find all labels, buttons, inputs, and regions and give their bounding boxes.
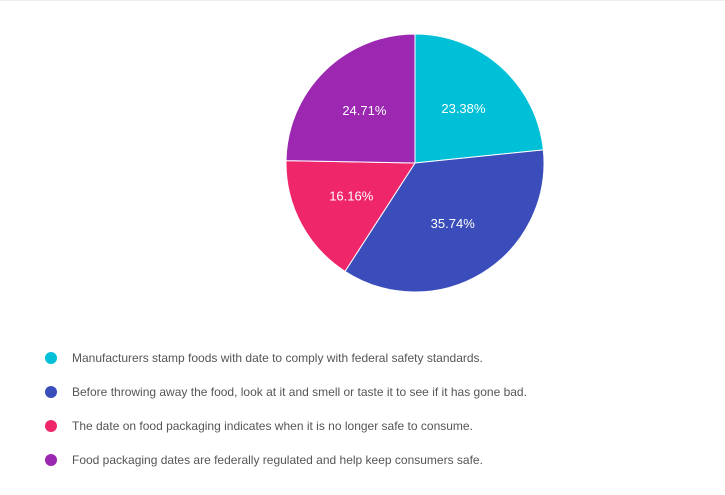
legend-item-4[interactable]: Food packaging dates are federally regul… xyxy=(45,443,527,477)
pie-slice-2[interactable] xyxy=(344,149,545,293)
pie-slice-label-2: 35.74% xyxy=(431,216,476,231)
legend-label: Before throwing away the food, look at i… xyxy=(72,385,527,399)
pie-chart: 23.38% 35.74% 16.16% 24.71% xyxy=(285,33,545,293)
legend-label: Food packaging dates are federally regul… xyxy=(72,453,483,467)
pie-slice-1[interactable] xyxy=(414,33,544,164)
pie-slice-label-1: 23.38% xyxy=(441,101,486,116)
pie-slice-label-4: 24.71% xyxy=(342,103,387,118)
chart-legend: Manufacturers stamp foods with date to c… xyxy=(45,341,527,477)
legend-item-3[interactable]: The date on food packaging indicates whe… xyxy=(45,409,527,443)
legend-item-1[interactable]: Manufacturers stamp foods with date to c… xyxy=(45,341,527,375)
pie-slice-label-3: 16.16% xyxy=(329,188,374,203)
legend-color-dot xyxy=(45,454,57,466)
legend-label: Manufacturers stamp foods with date to c… xyxy=(72,351,483,365)
top-divider xyxy=(0,0,725,1)
legend-label: The date on food packaging indicates whe… xyxy=(72,419,473,433)
legend-item-2[interactable]: Before throwing away the food, look at i… xyxy=(45,375,527,409)
legend-color-dot xyxy=(45,420,57,432)
legend-color-dot xyxy=(45,386,57,398)
pie-slice-3[interactable] xyxy=(285,160,416,273)
pie-slice-4[interactable] xyxy=(285,33,416,164)
legend-color-dot xyxy=(45,352,57,364)
